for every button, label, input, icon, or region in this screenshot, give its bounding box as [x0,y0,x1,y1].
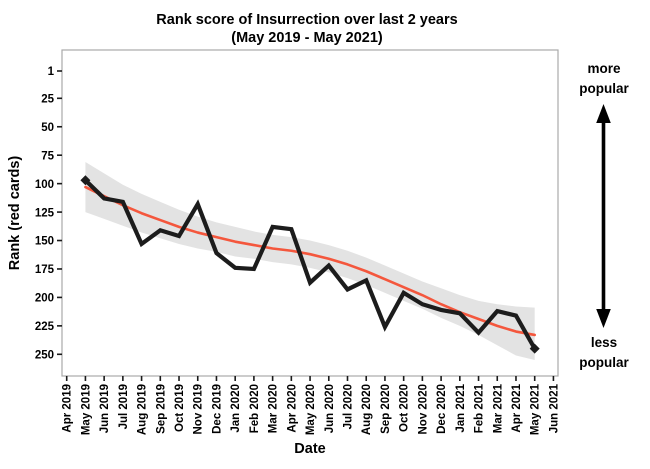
y-tick-label: 75 [41,150,54,162]
confidence-band [85,162,535,360]
x-tick-label: May 2020 [305,384,317,435]
x-tick-label: Aug 2020 [361,384,373,435]
y-tick-label: 200 [35,293,54,305]
x-tick-label: Sep 2019 [155,384,167,434]
y-tick-label: 100 [35,179,54,191]
x-tick-label: Jan 2021 [455,383,467,432]
x-tick-label: Oct 2019 [174,384,186,432]
x-tick-label: Mar 2020 [268,384,280,433]
x-tick-label: Sep 2020 [380,384,392,434]
x-tick-label: Apr 2019 [62,384,74,433]
x-tick-label: Jun 2019 [99,384,111,433]
y-tick-label: 225 [35,321,55,333]
y-axis-title: Rank (red cards) [7,156,23,271]
rank-line-start-marker [80,175,91,186]
less-popular-label-line1: less [591,335,617,350]
less-popular-label-line2: popular [579,355,629,370]
x-tick-label: Dec 2020 [436,384,448,434]
x-tick-label: Oct 2020 [399,384,411,432]
y-tick-label: 125 [35,207,55,219]
x-axis-title: Date [294,441,325,457]
y-tick-label: 250 [35,350,54,362]
more-popular-label-line1: more [587,61,621,76]
arrow-down-head-icon [596,309,611,328]
more-popular-label-line2: popular [579,81,629,96]
y-tick-label: 175 [35,264,55,276]
arrow-up-head-icon [596,104,611,123]
y-tick-label: 50 [41,122,54,134]
x-tick-label: Jun 2021 [548,383,560,433]
x-tick-label: May 2019 [80,384,92,435]
x-tick-label: Jun 2020 [324,384,336,433]
series-line-layer [80,175,540,354]
y-tick-label: 1 [48,66,55,78]
x-tick-label: Aug 2019 [137,384,149,435]
x-tick-label: Feb 2020 [249,384,261,433]
x-tick-label: May 2021 [530,383,542,435]
popularity-arrow-icon [596,104,611,328]
popularity-annotation: more popular less popular [579,61,629,370]
x-tick-label: Jul 2020 [343,384,355,429]
x-tick-label: Jul 2019 [118,384,130,429]
chart-title-line2: (May 2019 - May 2021) [231,30,383,46]
x-tick-label: Dec 2019 [211,384,223,434]
x-tick-label: Nov 2019 [193,384,205,435]
y-tick-label: 25 [41,94,54,106]
x-tick-label: Mar 2021 [492,383,504,433]
x-tick-label: Jan 2020 [230,384,242,433]
x-tick-label: Nov 2020 [417,384,429,435]
confidence-band-layer [85,162,535,360]
rank-line [83,178,537,350]
chart-title-line1: Rank score of Insurrection over last 2 y… [156,12,457,28]
x-tick-label: Apr 2021 [511,383,523,432]
y-tick-label: 150 [35,236,54,248]
x-tick-label: Apr 2020 [286,384,298,433]
x-tick-label: Feb 2021 [474,383,486,433]
rank-line-end-marker [529,343,540,354]
